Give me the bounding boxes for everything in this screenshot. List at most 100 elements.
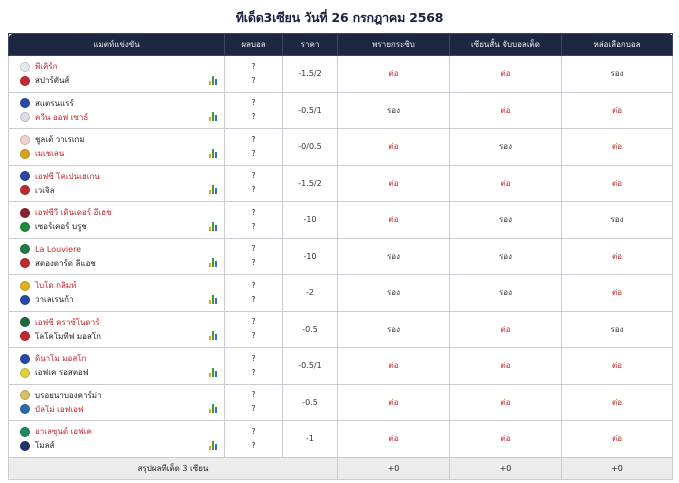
stats-chart-icon[interactable]: [209, 367, 218, 377]
stats-chart-icon[interactable]: [209, 294, 218, 304]
table-body: พีเคิร์ก สปาร์ตันส์ ? ? -1.5/2 ต่อ ต่อ ร…: [8, 55, 673, 458]
pick-expert-2: ต่อ: [449, 383, 562, 421]
pick-expert-2: รอง: [449, 201, 562, 239]
score-cell: ? ?: [224, 91, 283, 129]
table-row[interactable]: บรอยนาบองคาร์ม่า บัลโม่ เอฟเอฟ ? ? -0.5 …: [8, 383, 673, 421]
home-team[interactable]: เอฟซี คราซ์โนดาร์: [20, 315, 218, 329]
stats-chart-icon[interactable]: [209, 185, 218, 194]
away-team-logo-icon: [20, 294, 30, 305]
home-team[interactable]: อาเลซุนด์ เอฟเค: [20, 425, 218, 439]
away-team[interactable]: เอฟเค รอสตอฟ: [20, 366, 218, 380]
price-cell: -10: [282, 201, 338, 239]
match-cell[interactable]: ไบโด กลิมท์ วาเลเรนก้า: [8, 274, 225, 312]
away-team-name: เวเจิล: [35, 185, 55, 195]
away-team-logo-icon: [20, 112, 30, 123]
pick-expert-3: ต่อ: [561, 128, 673, 166]
table-row[interactable]: อาเลซุนด์ เอฟเค โมลส์ ? ? -1 ต่อ ต่อ ต่อ: [8, 420, 673, 458]
home-score: ?: [251, 98, 256, 108]
price-cell: -1.5/2: [282, 55, 338, 93]
away-team[interactable]: โมลส์: [20, 439, 218, 453]
home-team[interactable]: สแตรนแรร์: [20, 96, 218, 110]
home-team-name: เอฟซี โคเปนเฮเกน: [35, 171, 100, 181]
col-expert-3: หล่อเลือกบอล: [561, 33, 673, 56]
col-price: ราคา: [282, 33, 338, 56]
away-team-logo-icon: [20, 75, 30, 86]
home-team[interactable]: บรอยนาบองคาร์ม่า: [20, 388, 218, 402]
match-cell[interactable]: La Louviere สตองดาร์ด ลีแอช: [8, 237, 225, 275]
home-score: ?: [251, 353, 256, 363]
away-score: ?: [251, 331, 256, 341]
match-cell[interactable]: ดินาโม มอสโก เอฟเค รอสตอฟ: [8, 347, 225, 385]
pick-expert-3: รอง: [561, 55, 673, 93]
away-team[interactable]: โลโคโมทีฟ มอสโก: [20, 329, 218, 343]
pick-expert-1: ต่อ: [337, 128, 450, 166]
home-team[interactable]: เอฟซี โคเปนเฮเกน: [20, 169, 218, 183]
pick-expert-3: ต่อ: [561, 420, 673, 458]
pick-expert-3: ต่อ: [561, 91, 673, 129]
score-cell: ? ?: [224, 164, 283, 202]
home-team[interactable]: La Louviere: [20, 242, 218, 256]
price-cell: -10: [282, 237, 338, 275]
away-team-logo-icon: [20, 258, 30, 269]
match-cell[interactable]: เอฟซีวี เดินเดอร์ อีเฮช เซอร์เคอร์ บรูช: [8, 201, 225, 239]
score-cell: ? ?: [224, 310, 283, 348]
table-row[interactable]: เอฟซี คราซ์โนดาร์ โลโคโมทีฟ มอสโก ? ? -0…: [8, 310, 673, 348]
price-cell: -1: [282, 420, 338, 458]
home-team[interactable]: พีเคิร์ก: [20, 60, 218, 74]
stats-chart-icon[interactable]: [209, 258, 218, 267]
stats-chart-icon[interactable]: [209, 440, 218, 450]
table-row[interactable]: ชูลเต้ วาเรเกม เมเชเลน ? ? -0/0.5 ต่อ รอ…: [8, 128, 673, 166]
stats-chart-icon[interactable]: [209, 148, 218, 158]
away-score: ?: [251, 112, 256, 122]
away-team[interactable]: เซอร์เคอร์ บรูช: [20, 220, 218, 234]
away-team[interactable]: เมเชเลน: [20, 147, 218, 161]
away-score: ?: [251, 221, 256, 231]
col-match: แมตท์แข่งขัน: [8, 33, 225, 56]
away-team[interactable]: วาเลเรนก้า: [20, 293, 218, 307]
table-row[interactable]: สแตรนแรร์ ควีน ออฟ เซาธ์ ? ? -0.5/1 รอง …: [8, 91, 673, 129]
away-team-name: เมเชเลน: [35, 149, 65, 159]
match-cell[interactable]: อาเลซุนด์ เอฟเค โมลส์: [8, 420, 225, 458]
away-score: ?: [251, 294, 256, 304]
stats-chart-icon[interactable]: [209, 221, 218, 231]
away-score: ?: [251, 440, 256, 450]
table-row[interactable]: ดินาโม มอสโก เอฟเค รอสตอฟ ? ? -0.5/1 ต่อ…: [8, 347, 673, 385]
away-team[interactable]: สตองดาร์ด ลีแอช: [20, 256, 218, 270]
match-cell[interactable]: บรอยนาบองคาร์ม่า บัลโม่ เอฟเอฟ: [8, 383, 225, 421]
home-team-name: เอฟซีวี เดินเดอร์ อีเฮช: [35, 208, 112, 218]
match-cell[interactable]: เอฟซี คราซ์โนดาร์ โลโคโมทีฟ มอสโก: [8, 310, 225, 348]
table-summary: สรุปผลทีเด็ด 3 เซียน +0 +0 +0: [8, 456, 673, 480]
pick-expert-2: รอง: [449, 237, 562, 275]
home-team[interactable]: เอฟซีวี เดินเดอร์ อีเฮช: [20, 206, 218, 220]
home-team-name: ไบโด กลิมท์: [35, 281, 77, 291]
away-team-name: บัลโม่ เอฟเอฟ: [35, 404, 84, 414]
stats-chart-icon[interactable]: [209, 112, 218, 121]
away-team[interactable]: สปาร์ตันส์: [20, 74, 218, 88]
match-cell[interactable]: สแตรนแรร์ ควีน ออฟ เซาธ์: [8, 91, 225, 129]
price-cell: -0.5/1: [282, 347, 338, 385]
table-row[interactable]: พีเคิร์ก สปาร์ตันส์ ? ? -1.5/2 ต่อ ต่อ ร…: [8, 55, 673, 93]
away-team[interactable]: เวเจิล: [20, 183, 218, 197]
table-row[interactable]: ไบโด กลิมท์ วาเลเรนก้า ? ? -2 รอง รอง ต่…: [8, 274, 673, 312]
price-cell: -1.5/2: [282, 164, 338, 202]
stats-chart-icon[interactable]: [209, 75, 218, 85]
table-row[interactable]: La Louviere สตองดาร์ด ลีแอช ? ? -10 รอง …: [8, 237, 673, 275]
home-team[interactable]: ชูลเต้ วาเรเกม: [20, 133, 218, 147]
home-score: ?: [251, 426, 256, 436]
match-cell[interactable]: ชูลเต้ วาเรเกม เมเชเลน: [8, 128, 225, 166]
home-team[interactable]: ดินาโม มอสโก: [20, 352, 218, 366]
table-row[interactable]: เอฟซีวี เดินเดอร์ อีเฮช เซอร์เคอร์ บรูช …: [8, 201, 673, 239]
away-team[interactable]: บัลโม่ เอฟเอฟ: [20, 402, 218, 416]
stats-chart-icon[interactable]: [209, 331, 218, 340]
pick-expert-1: ต่อ: [337, 164, 450, 202]
away-team-name: เอฟเค รอสตอฟ: [35, 368, 89, 378]
home-team[interactable]: ไบโด กลิมท์: [20, 279, 218, 293]
table-row[interactable]: เอฟซี โคเปนเฮเกน เวเจิล ? ? -1.5/2 ต่อ ต…: [8, 164, 673, 202]
match-cell[interactable]: พีเคิร์ก สปาร์ตันส์: [8, 55, 225, 93]
home-team-logo-icon: [20, 353, 30, 364]
home-team-logo-icon: [20, 390, 30, 401]
match-cell[interactable]: เอฟซี โคเปนเฮเกน เวเจิล: [8, 164, 225, 202]
stats-chart-icon[interactable]: [209, 404, 218, 413]
away-team[interactable]: ควีน ออฟ เซาธ์: [20, 110, 218, 124]
score-cell: ? ?: [224, 274, 283, 312]
